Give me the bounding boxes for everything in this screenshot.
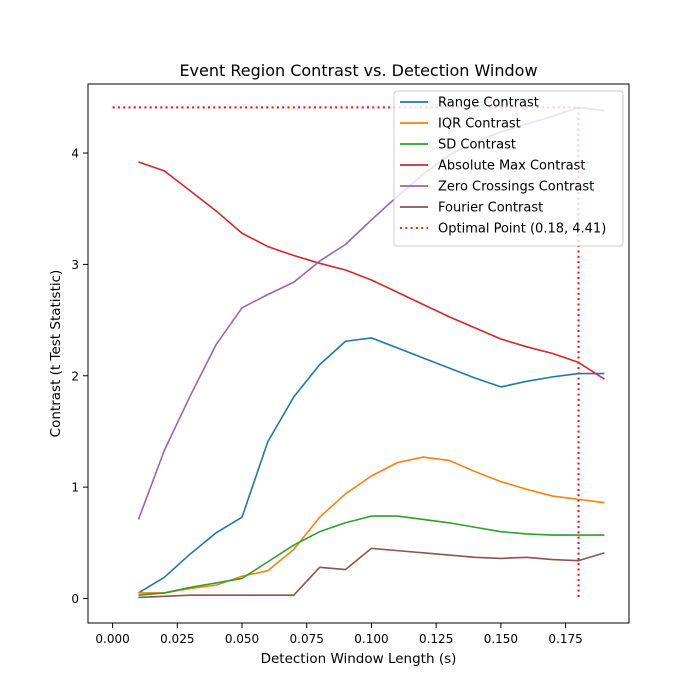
x-tick-label: 0.150	[484, 632, 518, 646]
x-axis: 0.000 0.025 0.050 0.075 0.100 0.125 0.150 0.175	[95, 623, 583, 646]
x-tick-label: 0.025	[160, 632, 194, 646]
legend-label: Fourier Contrast	[438, 201, 543, 216]
series-line-3	[138, 161, 605, 380]
y-axis: 0 1 2 3 4	[71, 147, 88, 606]
series-line-2	[138, 515, 605, 596]
x-tick-label: 0.175	[548, 632, 582, 646]
x-axis-label: Detection Window Length (s)	[261, 651, 457, 667]
chart-title: Event Region Contrast vs. Detection Wind…	[179, 61, 537, 80]
legend-label: SD Contrast	[438, 138, 516, 153]
legend-box	[393, 90, 624, 247]
legend-label: Range Contrast	[438, 96, 539, 111]
x-tick-label: 0.050	[225, 632, 259, 646]
plot-frame	[87, 83, 630, 624]
y-axis-label: Contrast (t Test Statistic)	[48, 270, 64, 438]
legend-label: Absolute Max Contrast	[438, 159, 586, 174]
y-tick-label: 4	[71, 147, 79, 161]
x-tick-label: 0.075	[290, 632, 324, 646]
series-line-5	[138, 547, 605, 599]
y-tick-label: 2	[71, 369, 79, 383]
series-line-1	[138, 456, 605, 594]
x-tick-label: 0.100	[354, 632, 388, 646]
y-tick-label: 1	[71, 481, 79, 495]
legend-label: Zero Crossings Contrast	[438, 180, 594, 195]
series-line-0	[138, 337, 605, 594]
y-tick-label: 0	[71, 592, 79, 606]
x-tick-label: 0.000	[95, 632, 129, 646]
x-tick-label: 0.125	[419, 632, 453, 646]
legend-label: Optimal Point (0.18, 4.41)	[438, 222, 606, 237]
y-tick-label: 3	[71, 258, 79, 272]
plot-area	[112, 106, 605, 599]
legend: Range Contrast IQR Contrast SD Contrast Abs…	[393, 90, 624, 247]
legend-label: IQR Contrast	[438, 117, 521, 132]
